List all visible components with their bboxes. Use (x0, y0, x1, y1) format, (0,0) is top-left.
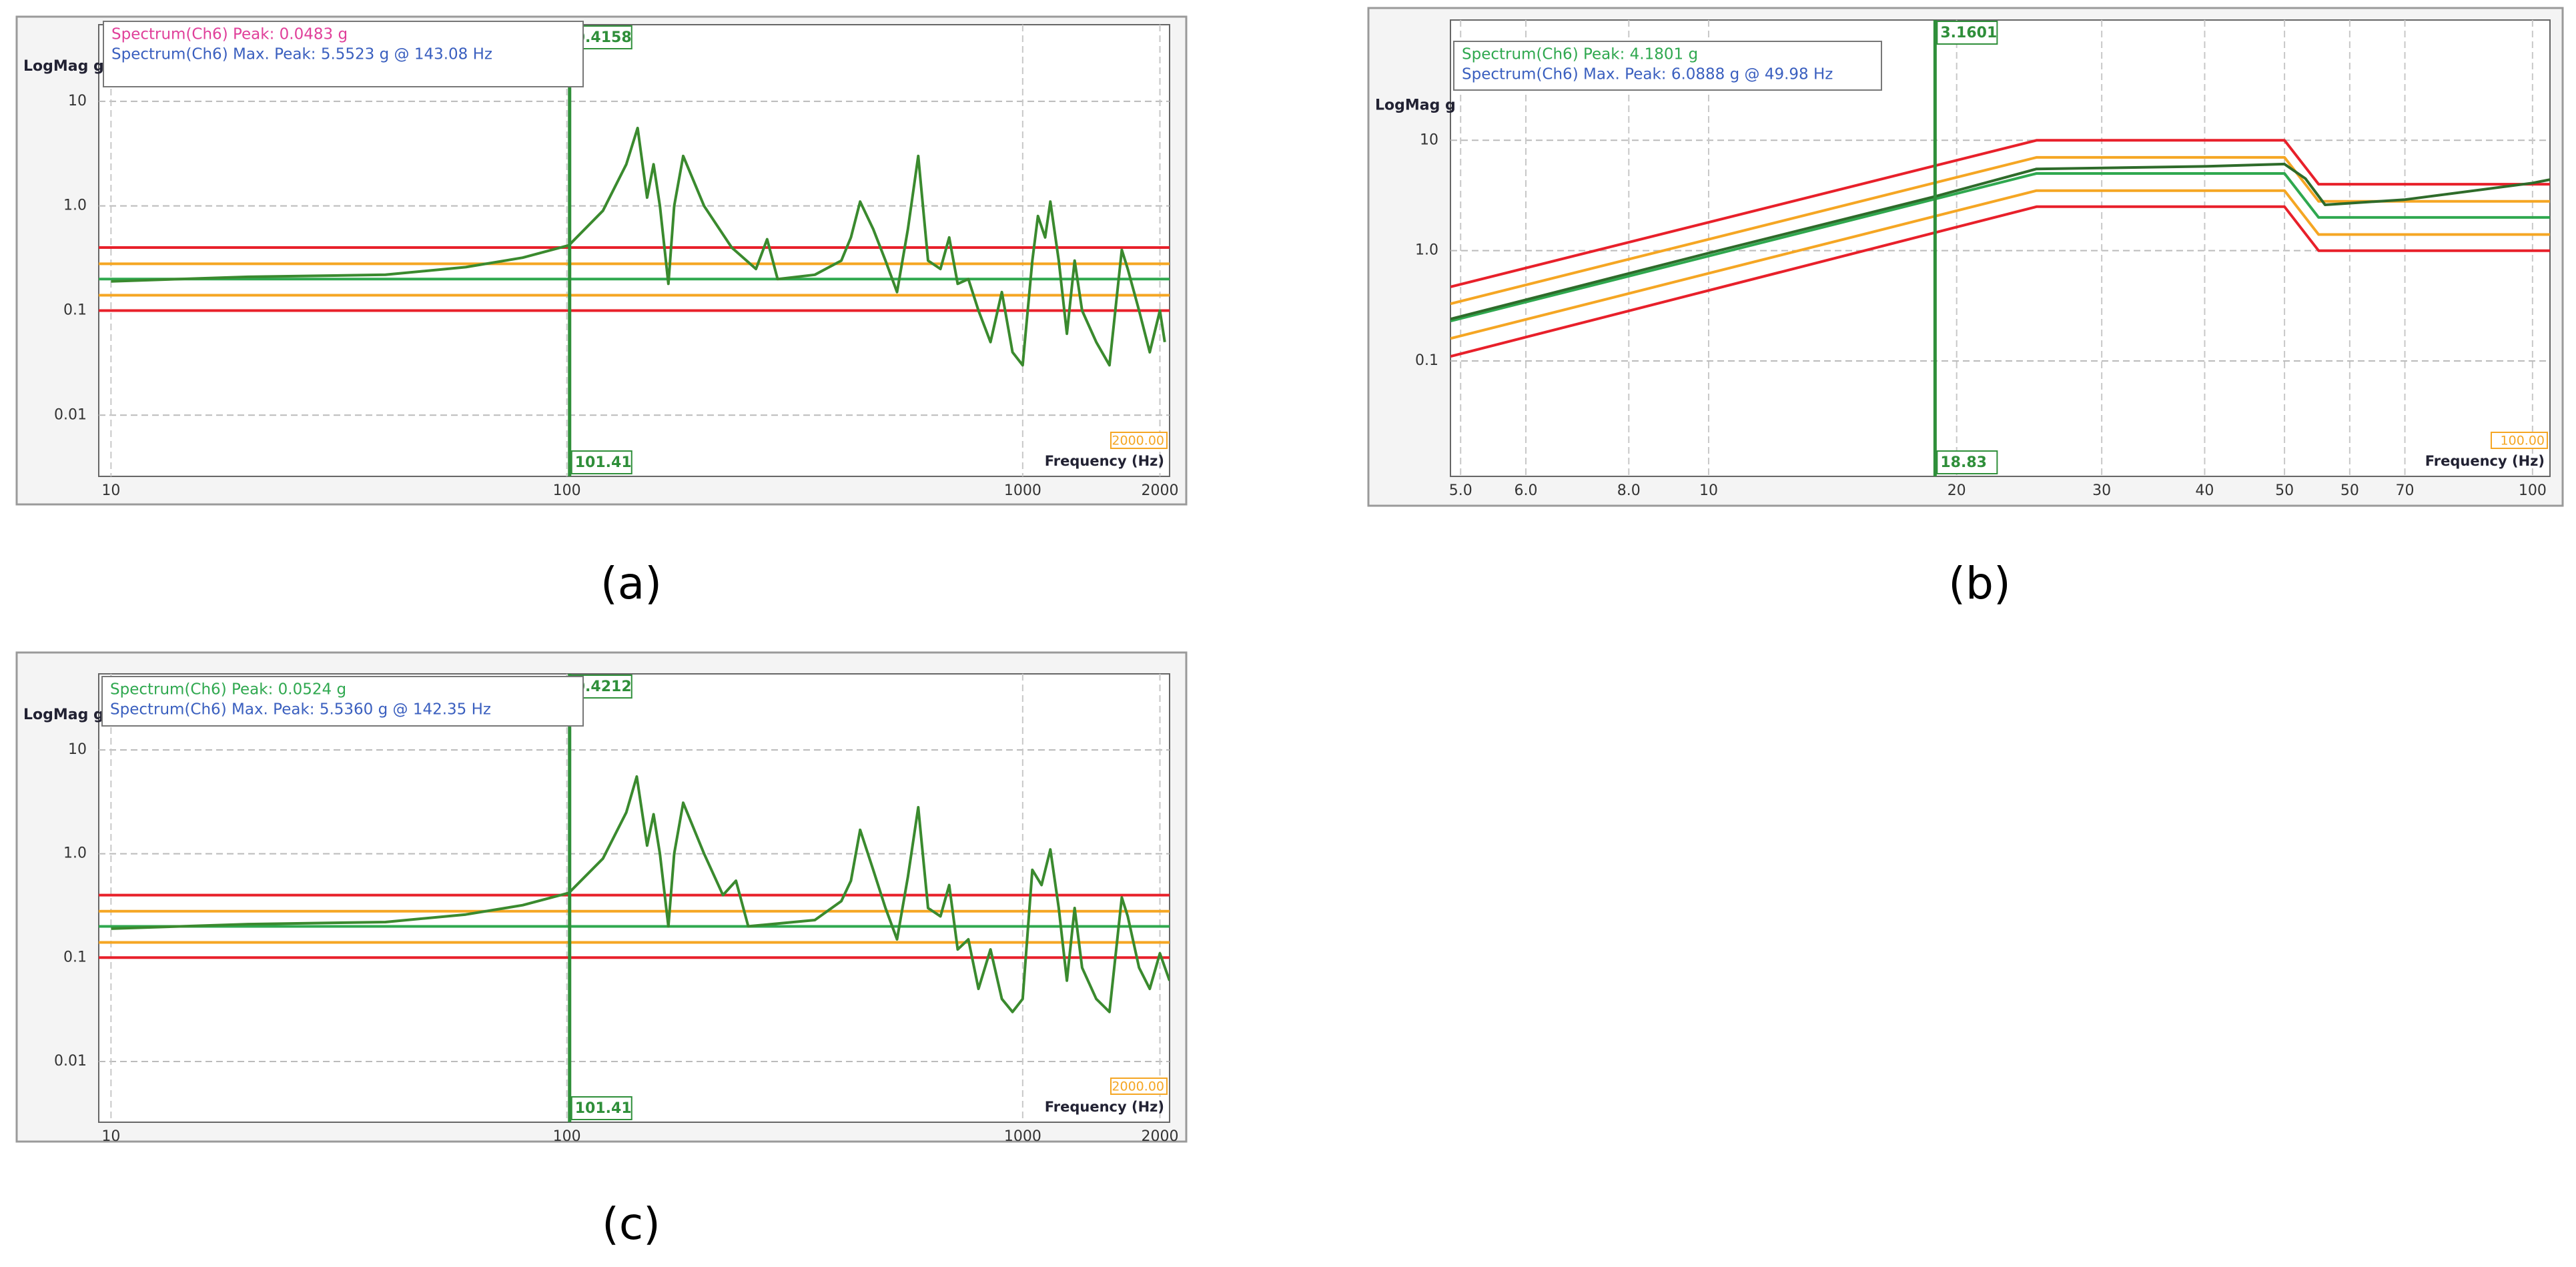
x-tick-label: 30 (2092, 482, 2111, 499)
x-axis-label: Frequency (Hz) (1045, 453, 1164, 469)
x-tick-label: 8.0 (1617, 482, 1641, 499)
readout-text: Spectrum(Ch6) Max. Peak: 5.5360 g @ 142.… (110, 701, 491, 719)
x-tick-label: 10 (101, 482, 120, 499)
x-tick-label: 50 (2275, 482, 2294, 499)
x-tick-label: 100 (553, 482, 581, 499)
plot-area (98, 673, 1170, 1123)
x-axis-label: Frequency (Hz) (1045, 1099, 1164, 1115)
range-end-label: 100.00 (2501, 434, 2545, 448)
y-tick-label: 0.1 (1415, 352, 1438, 369)
cursor-box (570, 1096, 632, 1120)
cursor-x-label: 18.83 (1940, 454, 1987, 471)
x-tick-label: 1000 (1004, 482, 1041, 499)
plot-area (98, 24, 1170, 477)
range-end-label: 2000.00 (1112, 434, 1164, 448)
x-tick-label: 5.0 (1449, 482, 1472, 499)
readout-text: Spectrum(Ch6) Max. Peak: 5.5523 g @ 143.… (111, 46, 492, 63)
cursor-y-label: 0.4212 (575, 679, 632, 695)
x-tick-label: 10 (1699, 482, 1718, 499)
cursor-x-label: 101.41 (575, 1100, 632, 1117)
series-line (111, 775, 1170, 1013)
plot-area (1450, 19, 2551, 477)
cursor-y-label: 3.1601 (1940, 25, 1997, 41)
y-axis-label: LogMag g (1375, 97, 1456, 113)
series-line (111, 126, 1166, 367)
x-tick-label: 40 (2195, 482, 2214, 499)
x-axis-label: Frequency (Hz) (2425, 453, 2545, 469)
x-tick-label: 100 (2519, 482, 2547, 499)
y-tick-label: 0.01 (54, 406, 87, 423)
y-tick-label: 10 (68, 741, 87, 758)
cursor-y-label: 0.4158 (575, 29, 632, 46)
readout-text: Spectrum(Ch6) Peak: 4.1801 g (1462, 46, 1698, 63)
y-tick-label: 0.1 (63, 302, 87, 318)
y-axis-label: LogMag g (23, 707, 104, 723)
readout-box (1453, 41, 1882, 91)
y-tick-label: 10 (1420, 131, 1438, 148)
x-tick-label: 2000 (1142, 482, 1179, 499)
y-tick-label: 0.1 (63, 949, 87, 965)
y-tick-label: 1.0 (63, 197, 87, 214)
x-tick-label: 70 (2396, 482, 2415, 499)
x-tick-label: 20 (1948, 482, 1966, 499)
panel-label: (b) (1948, 558, 2010, 609)
readout-box (103, 21, 584, 87)
cursor-box (1936, 450, 1998, 474)
y-tick-label: 0.01 (54, 1053, 87, 1070)
cursor-box (570, 450, 632, 474)
x-tick-label: 1000 (1004, 1128, 1041, 1145)
cursor-x-label: 101.41 (575, 454, 632, 471)
series-line (1450, 139, 2550, 288)
series-line (1450, 172, 2550, 323)
series-line (1450, 189, 2550, 340)
readout-box (101, 676, 584, 727)
cursor-box (1936, 21, 1998, 45)
series-line (1450, 205, 2550, 358)
series-line (1450, 162, 2550, 321)
y-tick-label: 10 (68, 93, 87, 109)
readout-text: Spectrum(Ch6) Max. Peak: 6.0888 g @ 49.9… (1462, 66, 1833, 83)
readout-text: Spectrum(Ch6) Peak: 0.0483 g (111, 26, 348, 43)
readout-text: Spectrum(Ch6) Peak: 0.0524 g (110, 681, 346, 699)
panel-label: (a) (600, 558, 662, 609)
y-tick-label: 1.0 (1415, 242, 1438, 259)
range-end-box (1110, 1078, 1168, 1095)
range-end-box (2491, 432, 2548, 449)
y-tick-label: 1.0 (63, 845, 87, 862)
x-tick-label: 10 (101, 1128, 120, 1145)
panel-label: (c) (602, 1198, 661, 1250)
x-tick-label: 2000 (1142, 1128, 1179, 1145)
x-tick-label: 6.0 (1515, 482, 1538, 499)
x-tick-label: 100 (553, 1128, 581, 1145)
x-tick-label: 50 (2340, 482, 2359, 499)
y-axis-label: LogMag g (23, 58, 104, 75)
range-end-label: 2000.00 (1112, 1080, 1164, 1094)
range-end-box (1110, 432, 1168, 449)
